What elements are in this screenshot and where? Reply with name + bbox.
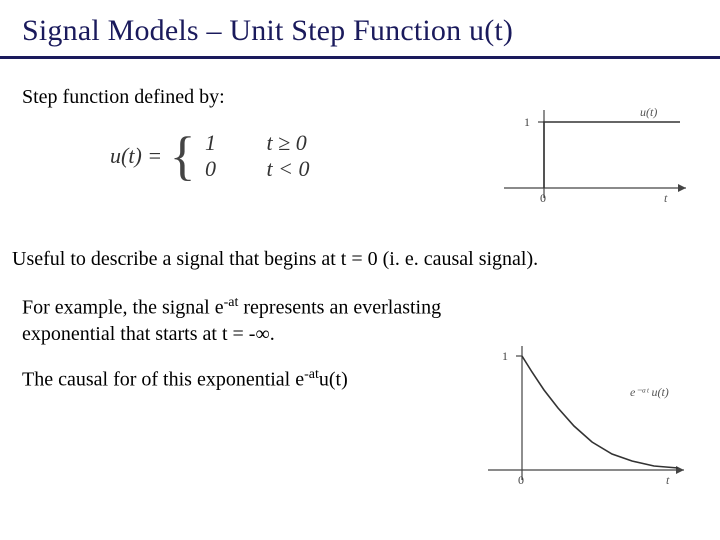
origin-zero-label: 0 bbox=[540, 191, 546, 205]
para3-b: u(t) bbox=[319, 369, 348, 391]
t-axis-label: t bbox=[666, 473, 670, 487]
exponential-graph: 1 0 t e⁻ᵃᵗ u(t) bbox=[480, 338, 690, 503]
left-brace-icon: { bbox=[170, 132, 196, 180]
para3-exponent: -at bbox=[304, 367, 319, 382]
exp-svg: 1 0 t e⁻ᵃᵗ u(t) bbox=[480, 338, 690, 498]
eq-lhs: u(t) = bbox=[110, 143, 162, 169]
arrow-right-icon bbox=[678, 184, 686, 192]
ut-func-label: u(t) bbox=[640, 105, 657, 119]
para3-a: The causal for of this exponential e bbox=[22, 369, 304, 391]
origin-zero-label: 0 bbox=[518, 473, 524, 487]
page-title: Signal Models – Unit Step Function u(t) bbox=[0, 0, 720, 56]
useful-line: Useful to describe a signal that begins … bbox=[12, 246, 702, 272]
eq-case-value: 1 bbox=[205, 130, 231, 156]
eq-case-row: 0 t < 0 bbox=[205, 156, 309, 182]
eq-case-value: 0 bbox=[205, 156, 231, 182]
y-one-label: 1 bbox=[502, 349, 508, 363]
eq-case-cond: t ≥ 0 bbox=[237, 130, 307, 156]
para2-a: For example, the signal e bbox=[22, 297, 224, 319]
defined-by-text: Step function defined by: bbox=[22, 84, 225, 110]
t-axis-label: t bbox=[664, 191, 668, 205]
example-paragraph: For example, the signal e-at represents … bbox=[22, 294, 482, 347]
step-svg: 1 0 t u(t) bbox=[490, 98, 690, 218]
piecewise-equation: u(t) = { 1 t ≥ 0 0 t < 0 bbox=[110, 130, 310, 182]
eq-cases: 1 t ≥ 0 0 t < 0 bbox=[205, 130, 309, 182]
causal-paragraph: The causal for of this exponential e-atu… bbox=[22, 366, 482, 393]
y-one-label: 1 bbox=[524, 115, 530, 129]
eq-case-row: 1 t ≥ 0 bbox=[205, 130, 309, 156]
exp-func-label: e⁻ᵃᵗ u(t) bbox=[630, 385, 669, 399]
para2-exponent: -at bbox=[224, 295, 239, 310]
title-rule bbox=[0, 56, 720, 59]
unit-step-graph: 1 0 t u(t) bbox=[490, 98, 690, 223]
eq-case-cond: t < 0 bbox=[237, 156, 310, 182]
exp-curve bbox=[522, 356, 678, 468]
step-curve bbox=[544, 122, 680, 188]
